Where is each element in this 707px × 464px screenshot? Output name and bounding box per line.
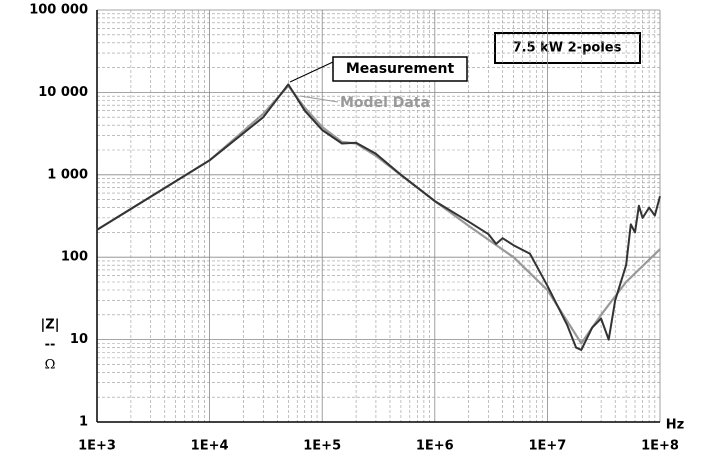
y-tick-label: 1 000: [47, 167, 88, 182]
legend-label: Measurement: [346, 61, 455, 77]
x-tick-label: 1E+3: [78, 439, 116, 454]
x-tick-label: 1E+5: [303, 439, 341, 454]
y-tick-label: 1: [79, 415, 88, 430]
y-axis-label: |Z|: [41, 318, 60, 333]
y-axis-label: Ω: [45, 358, 56, 373]
y-tick-label: 100 000: [29, 3, 88, 18]
legend-leader: [299, 95, 339, 103]
x-tick-label: 1E+4: [191, 439, 229, 454]
annotation-box: [494, 32, 641, 64]
x-tick-label: 1E+8: [641, 439, 679, 454]
legend-leader: [289, 61, 334, 83]
annotation: 7.5 kW 2-poles: [513, 41, 622, 56]
y-tick-label: 100: [61, 250, 88, 265]
x-tick-label: 1E+6: [416, 439, 454, 454]
y-tick-label: 10 000: [38, 85, 88, 100]
line: [96, 84, 661, 345]
legend-box: [332, 56, 468, 82]
line: [96, 83, 661, 351]
y-axis-label: --: [45, 338, 56, 353]
x-axis-label: Hz: [666, 418, 684, 433]
legend-label: Model Data: [340, 95, 430, 111]
x-tick-label: 1E+7: [528, 439, 566, 454]
y-tick-label: 10: [70, 332, 88, 347]
